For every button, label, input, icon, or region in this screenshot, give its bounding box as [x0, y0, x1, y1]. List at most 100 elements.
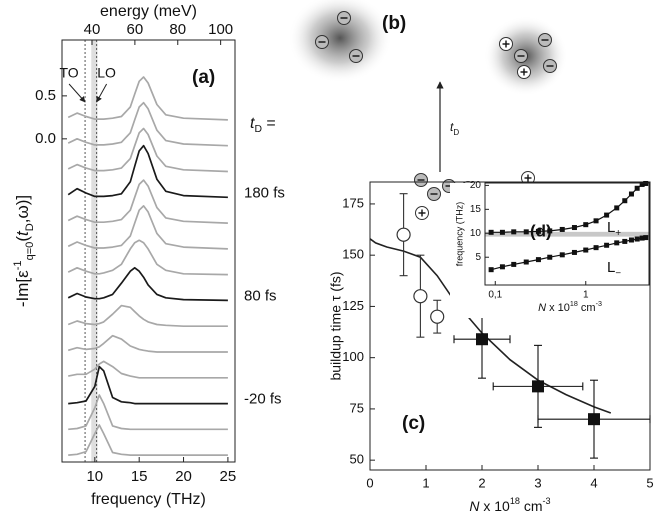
spectrum-line — [67, 304, 228, 328]
panel-label: (b) — [382, 13, 406, 34]
x-tick-label: 5 — [646, 475, 653, 490]
data-point — [559, 226, 565, 232]
label-part: -1 — [12, 260, 24, 270]
data-point — [634, 185, 640, 191]
data-point — [396, 227, 411, 242]
data-point — [511, 261, 517, 267]
y-tick-label: 75 — [350, 400, 364, 415]
data-point — [559, 252, 565, 258]
data-point — [523, 229, 529, 235]
axis-label: N x 1018 cm-3 — [538, 300, 602, 314]
shaded-band — [485, 231, 649, 237]
label-part: t — [13, 230, 32, 236]
label-part: L — [607, 219, 615, 236]
plot-frame — [369, 181, 651, 471]
x-tick-label: 1 — [583, 290, 589, 301]
spectrum-line — [67, 179, 228, 224]
label-part: L — [607, 259, 615, 276]
label-part: = — [262, 115, 276, 132]
label-part: + — [615, 228, 621, 239]
x2-tick-label: 40 — [84, 21, 101, 38]
data-point — [588, 413, 600, 426]
x-tick-label: 25 — [220, 468, 237, 485]
data-point — [628, 237, 634, 243]
data-point — [547, 228, 553, 234]
data-point — [604, 242, 610, 248]
panel-label: (c) — [402, 413, 425, 434]
data-point — [593, 218, 599, 224]
axis-label: L+ — [607, 219, 621, 239]
label-part: 18 — [510, 496, 520, 506]
label-part: cm — [578, 302, 596, 314]
label-part: t — [450, 120, 454, 134]
y-tick-label: 0.5 — [35, 87, 56, 104]
spectrum-line — [67, 334, 228, 353]
data-point — [523, 259, 529, 265]
axis-label: L− — [607, 259, 621, 279]
data-point — [614, 205, 620, 211]
label-part: ,ω)] — [13, 195, 32, 223]
data-point — [583, 247, 589, 253]
x-tick-label: 0,1 — [488, 290, 502, 301]
x-tick-label: 2 — [478, 475, 485, 490]
data-point — [476, 333, 488, 346]
phonon-arrow — [68, 83, 86, 103]
label-part: t — [250, 115, 255, 132]
y-tick-label: 0.0 — [35, 130, 56, 147]
x-tick-label: 4 — [590, 475, 597, 490]
data-point — [511, 229, 517, 235]
spectrum-line — [68, 365, 228, 405]
label-part: -3 — [596, 300, 602, 308]
data-point — [571, 249, 577, 255]
panel-label: (a) — [192, 67, 215, 88]
data-point — [547, 254, 553, 260]
arrow-label: tD — [450, 120, 459, 136]
panel-label: (d) — [530, 221, 552, 240]
data-point — [622, 238, 628, 244]
data-point — [430, 309, 445, 324]
label-part: N — [538, 302, 546, 314]
plot-frame — [61, 39, 236, 463]
x-tick-label: 15 — [131, 468, 148, 485]
y-tick-label: 50 — [350, 452, 364, 467]
label-part: -Im[ε — [13, 270, 32, 307]
plot-frame — [484, 182, 650, 286]
phonon-label: TO — [59, 65, 78, 81]
data-point — [488, 229, 494, 235]
label-part: N — [469, 498, 480, 514]
data-point — [499, 229, 505, 235]
curve-label: 180 fs — [244, 184, 285, 201]
x-tick-label: 3 — [534, 475, 541, 490]
data-point — [532, 380, 544, 393]
y-tick-label: 20 — [470, 180, 482, 191]
phonon-label: LO — [97, 65, 116, 81]
spectrum-line — [67, 76, 228, 121]
spectrum-line — [68, 360, 228, 379]
data-point — [571, 225, 577, 231]
x-axis-title: frequency (THz) — [91, 491, 206, 508]
spectrum-line — [68, 394, 228, 431]
y-tick-label: 15 — [470, 204, 482, 215]
y-axis-title: frequency (THz) — [454, 202, 464, 267]
data-point — [535, 257, 541, 263]
curve-label: 80 fs — [244, 287, 277, 304]
x-tick-label: 10 — [86, 468, 103, 485]
charge-cloud — [288, 0, 392, 83]
y-tick-label: 10 — [470, 228, 482, 239]
y-tick-label: 5 — [475, 252, 481, 263]
data-point — [499, 264, 505, 270]
spectrum-line — [67, 205, 228, 250]
phonon-arrow — [96, 83, 108, 103]
y-tick-label: 125 — [342, 298, 364, 313]
spectrum-line — [67, 144, 228, 199]
x2-tick-label: 60 — [127, 21, 144, 38]
axis-label: N x 1018 cm-3 — [469, 496, 550, 513]
label-part: x 10 — [479, 498, 510, 514]
shaded-band — [91, 40, 98, 462]
data-point — [593, 245, 599, 251]
y-axis-title: buildup time τ (fs) — [328, 271, 344, 380]
data-point — [643, 235, 649, 241]
data-point — [634, 236, 640, 242]
label-part: − — [615, 268, 621, 279]
